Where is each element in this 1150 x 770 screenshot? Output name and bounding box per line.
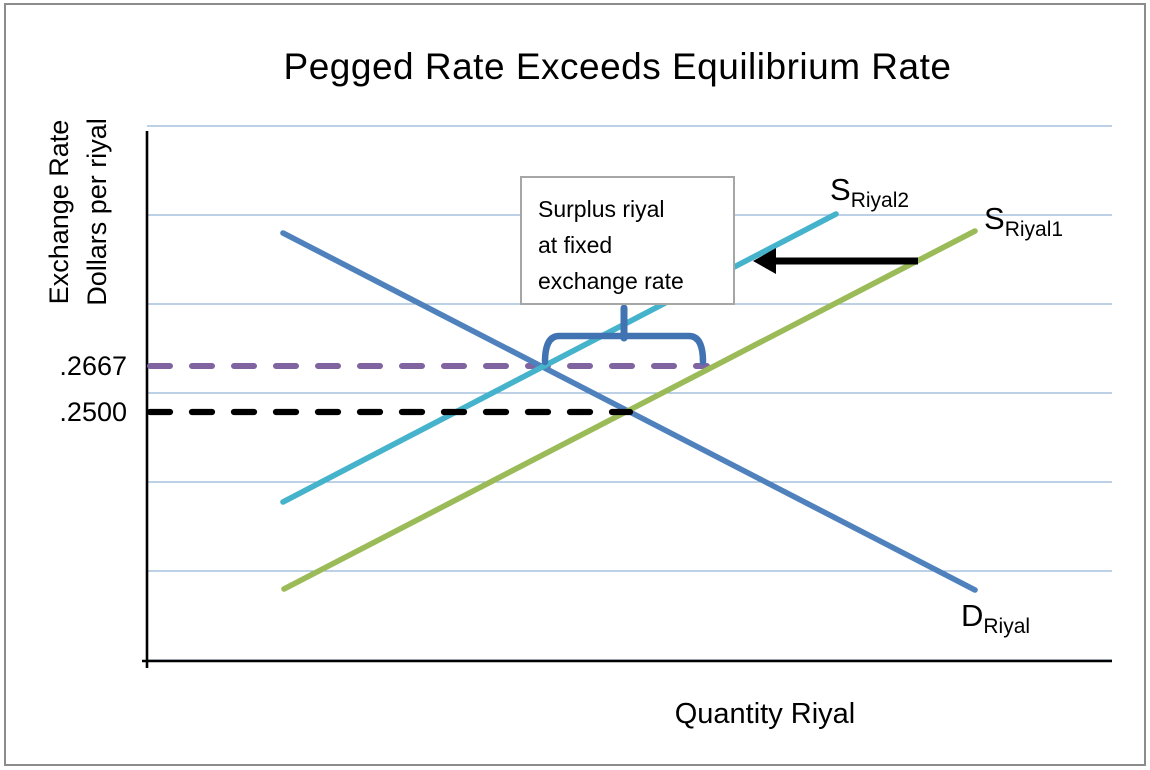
label-supply-riyal2: SRiyal2: [830, 172, 909, 211]
label-supply-riyal1-main: S: [984, 201, 1005, 236]
callout-line-2: at fixed: [538, 232, 613, 258]
y-axis-title-line1: Exchange Rate: [44, 119, 74, 305]
y-axis-title: Exchange Rate Dollars per riyal: [40, 52, 120, 372]
label-demand-riyal: DRiyal: [961, 598, 1030, 637]
y-tick-equilibrium-rate: .2500: [59, 397, 127, 427]
x-axis-title: Quantity Riyal: [674, 698, 856, 730]
surplus-callout-box: Surplus riyal at fixed exchange rate: [520, 176, 735, 305]
callout-line-3: exchange rate: [538, 268, 684, 294]
label-supply-riyal2-main: S: [830, 172, 851, 207]
y-axis-title-line2: Dollars per riyal: [82, 118, 112, 306]
label-supply-riyal2-sub: Riyal2: [850, 189, 910, 213]
label-demand-riyal-sub: Riyal: [983, 615, 1031, 639]
y-tick-pegged-rate: .2667: [59, 351, 127, 381]
supply-curve-shifted: [280, 211, 839, 505]
chart-title: Pegged Rate Exceeds Equilibrium Rate: [283, 46, 952, 87]
label-demand-riyal-main: D: [961, 598, 984, 633]
callout-line-1: Surplus riyal: [538, 196, 665, 222]
supply-shift-arrow-head: [753, 248, 776, 274]
label-supply-riyal1-sub: Riyal1: [1004, 218, 1064, 242]
label-supply-riyal1: SRiyal1: [984, 201, 1063, 240]
